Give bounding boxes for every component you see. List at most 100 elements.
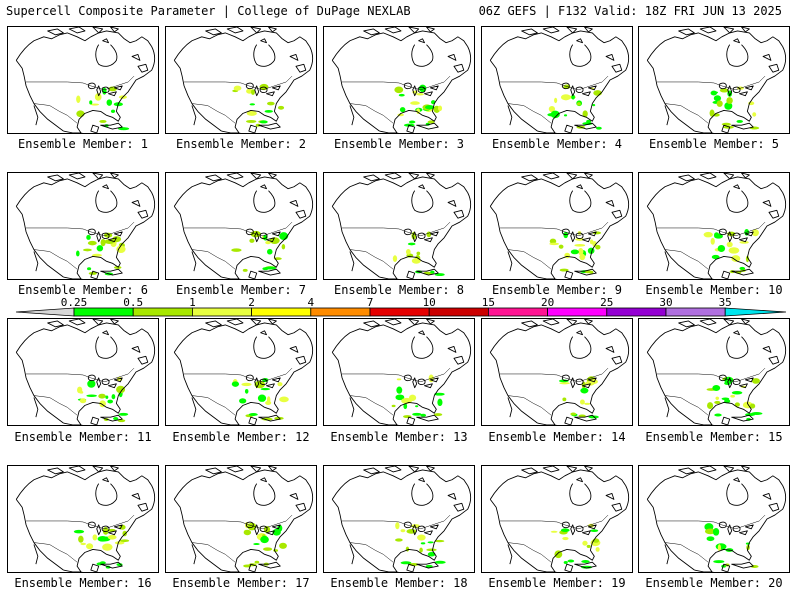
scp-contour: [750, 412, 763, 415]
scp-contour: [721, 122, 731, 126]
scp-contour: [430, 270, 435, 274]
scp-contour: [726, 241, 733, 248]
scp-contour: [717, 544, 721, 552]
scp-contour: [403, 403, 408, 410]
scp-contour: [717, 244, 726, 253]
colorbar-tick-label: 1: [189, 296, 196, 309]
scp-contour: [713, 560, 725, 564]
ensemble-member-map: [7, 465, 159, 573]
base-map: [15, 27, 156, 133]
scp-contour: [264, 266, 277, 270]
scp-contour: [592, 104, 596, 107]
scp-shading: [231, 377, 289, 421]
scp-contour: [416, 251, 421, 256]
colorbar-segment: [310, 307, 371, 317]
scp-contour: [395, 522, 400, 530]
scp-contour: [734, 402, 740, 407]
scp-contour: [265, 240, 271, 245]
scp-contour: [267, 248, 273, 255]
ensemble-member-map: [165, 26, 317, 134]
scp-shading: [704, 523, 759, 568]
scp-contour: [736, 119, 743, 123]
scp-shading: [550, 523, 601, 569]
scp-contour: [83, 248, 92, 252]
ensemble-member-map: [481, 172, 633, 280]
ensemble-member-label: Ensemble Member: 16: [14, 576, 152, 590]
scp-shading: [391, 374, 445, 419]
ensemble-member-label: Ensemble Member: 20: [645, 576, 783, 590]
ensemble-member-map: [481, 465, 633, 573]
scp-contour: [78, 535, 84, 543]
scp-contour: [257, 394, 267, 402]
scp-contour: [231, 248, 242, 252]
scp-contour: [395, 538, 403, 542]
scp-contour: [714, 413, 722, 417]
ensemble-member-label: Ensemble Member: 14: [488, 430, 626, 444]
valid-time-label: 06Z GEFS | F132 Valid: 18Z FRI JUN 13 20…: [478, 4, 782, 18]
scp-contour: [259, 120, 268, 124]
scp-contour: [253, 543, 260, 546]
scp-contour: [589, 239, 594, 245]
scp-contour: [88, 271, 97, 275]
scp-contour: [420, 542, 426, 545]
scp-contour: [570, 412, 577, 416]
scp-contour: [261, 417, 273, 421]
scp-contour: [714, 400, 721, 404]
scp-shading: [706, 376, 763, 421]
scp-contour: [396, 378, 402, 381]
scp-contour: [86, 394, 97, 398]
scp-contour: [120, 539, 130, 543]
scp-contour: [586, 119, 592, 123]
scp-contour: [562, 397, 567, 402]
colorbar-tick-label: 35: [719, 296, 732, 309]
scp-contour: [560, 528, 570, 532]
scp-contour: [739, 241, 749, 244]
scp-contour: [419, 547, 423, 553]
colorbar-tick-label: 4: [307, 296, 314, 309]
ensemble-member-map: [638, 465, 790, 573]
ensemble-member-label: Ensemble Member: 17: [172, 576, 310, 590]
ensemble-member-map: [165, 465, 317, 573]
scp-contour: [96, 245, 104, 252]
scp-contour: [716, 100, 723, 107]
scp-contour: [549, 238, 557, 244]
scp-contour: [739, 266, 746, 270]
colorbar-segment: [251, 307, 312, 317]
scp-contour: [550, 530, 558, 533]
scp-contour: [247, 522, 257, 531]
scp-contour: [704, 528, 716, 535]
scp-contour: [396, 386, 403, 394]
scp-contour: [712, 528, 720, 536]
scp-contour: [558, 244, 564, 249]
scp-contour: [712, 384, 721, 392]
scp-contour: [243, 529, 252, 536]
page-title: Supercell Composite Parameter | College …: [6, 4, 411, 18]
scp-contour: [425, 564, 433, 568]
ensemble-member-map: [638, 172, 790, 280]
scp-contour: [571, 94, 575, 100]
scp-contour: [279, 396, 289, 403]
scp-shading: [76, 86, 130, 131]
scp-contour: [100, 238, 106, 247]
scp-contour: [241, 382, 252, 387]
scp-contour: [398, 93, 405, 97]
scp-contour: [715, 396, 720, 400]
scp-contour: [99, 119, 107, 123]
scp-contour: [406, 529, 417, 534]
scp-shading: [231, 230, 289, 272]
scp-contour: [87, 267, 92, 271]
ensemble-member-map: [323, 465, 475, 573]
ensemble-member-label: Ensemble Member: 6: [17, 283, 149, 297]
scp-contour: [248, 413, 258, 416]
scp-contour: [116, 385, 126, 394]
scp-contour: [412, 412, 422, 416]
scp-contour: [260, 535, 269, 544]
colorbar-arrow-low: [15, 307, 75, 317]
ensemble-member-label: Ensemble Member: 10: [645, 283, 783, 297]
base-map: [15, 466, 156, 572]
scp-contour: [723, 125, 734, 129]
ensemble-member-label: Ensemble Member: 15: [645, 430, 783, 444]
base-map: [489, 466, 630, 572]
base-map: [173, 27, 314, 133]
scp-contour: [547, 113, 556, 117]
